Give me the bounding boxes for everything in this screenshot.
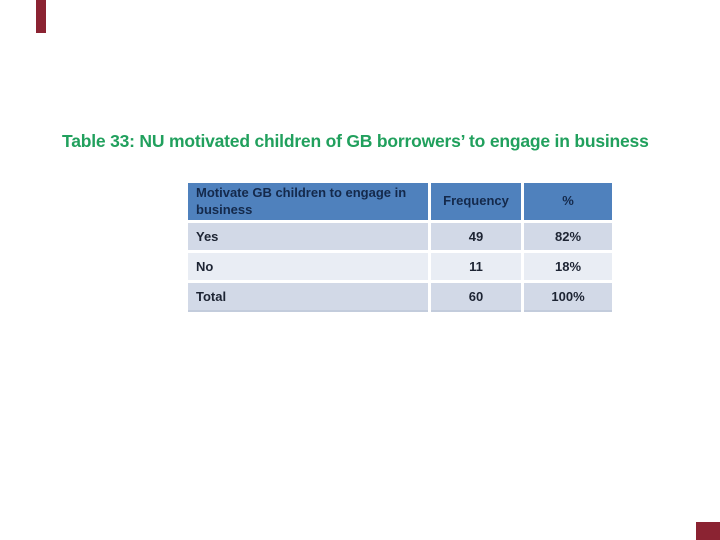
cell-no-label: No [188, 253, 428, 280]
cell-yes-frequency: 49 [431, 223, 521, 250]
table-body: Yes 49 82% No 11 18% Total 60 100% [188, 223, 612, 312]
cell-no-frequency: 11 [431, 253, 521, 280]
col-header-question: Motivate GB children to engage in busine… [188, 183, 428, 220]
accent-bar-top-left [36, 0, 46, 33]
results-table: Motivate GB children to engage in busine… [185, 180, 615, 315]
table-header: Motivate GB children to engage in busine… [188, 183, 612, 220]
cell-yes-percent: 82% [524, 223, 612, 250]
col-header-frequency: Frequency [431, 183, 521, 220]
accent-bar-bottom-right [696, 522, 720, 540]
cell-total-label: Total [188, 283, 428, 312]
table-row-no: No 11 18% [188, 253, 612, 280]
table-header-row: Motivate GB children to engage in busine… [188, 183, 612, 220]
cell-no-percent: 18% [524, 253, 612, 280]
slide-title: Table 33: NU motivated children of GB bo… [62, 131, 649, 151]
cell-total-percent: 100% [524, 283, 612, 312]
table-row-total: Total 60 100% [188, 283, 612, 312]
table-row-yes: Yes 49 82% [188, 223, 612, 250]
cell-total-frequency: 60 [431, 283, 521, 312]
cell-yes-label: Yes [188, 223, 428, 250]
col-header-percent: % [524, 183, 612, 220]
